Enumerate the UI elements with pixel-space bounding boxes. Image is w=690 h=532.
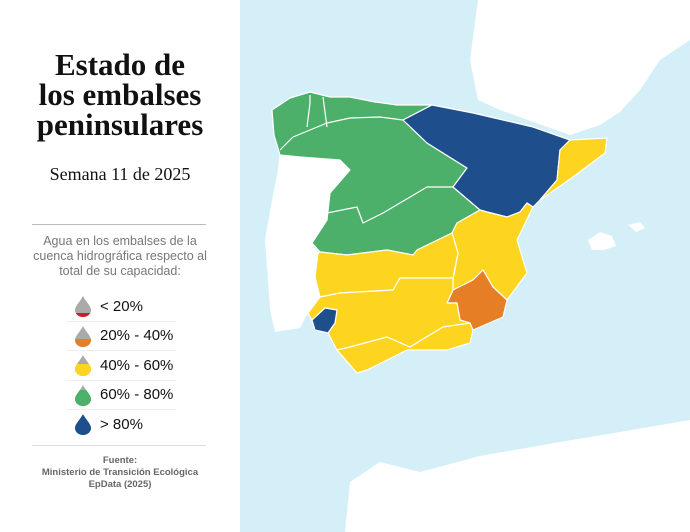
source-line: Ministerio de Transición Ecológica xyxy=(41,467,199,478)
page-title: Estado de los embalses peninsulares xyxy=(0,47,240,142)
water-drop-icon xyxy=(75,355,91,377)
balearic-islands xyxy=(588,232,616,250)
legend-item: 60% - 80% xyxy=(66,381,176,410)
basin-cataluna xyxy=(539,137,608,201)
legend-label: > 80% xyxy=(100,415,143,433)
africa-land xyxy=(345,420,690,532)
legend: < 20% 20% - 40% 40% - 60% 60% - 80% > 80… xyxy=(66,292,176,439)
water-drop-icon xyxy=(75,296,91,318)
title-line: los embalses xyxy=(38,77,202,112)
legend-item: 20% - 40% xyxy=(66,322,176,351)
info-panel: Estado de los embalses peninsulares Sema… xyxy=(0,0,240,532)
legend-description: Agua en los embalses de la cuenca hidrog… xyxy=(33,234,207,278)
water-drop-icon xyxy=(75,414,91,436)
source: Fuente: Ministerio de Transición Ecológi… xyxy=(0,455,240,491)
subtitle: Semana 11 de 2025 xyxy=(49,164,191,184)
source-label: Fuente: xyxy=(102,455,138,466)
title-line: Estado de xyxy=(54,47,186,82)
balearic-islands-2 xyxy=(628,222,645,232)
basin-mediterranea-andaluza xyxy=(336,322,474,374)
inner-basin-borders xyxy=(279,95,453,224)
france-land xyxy=(470,0,690,135)
divider xyxy=(32,224,206,225)
legend-label: 20% - 40% xyxy=(100,327,174,345)
legend-label: 60% - 80% xyxy=(100,386,174,404)
legend-label: 40% - 60% xyxy=(100,356,174,374)
legend-label: < 20% xyxy=(100,297,143,315)
legend-item: > 80% xyxy=(66,410,176,439)
title-line: peninsulares xyxy=(36,107,204,142)
legend-item: 40% - 60% xyxy=(66,351,176,381)
water-drop-icon xyxy=(75,325,91,347)
legend-item: < 20% xyxy=(66,292,176,322)
divider xyxy=(32,445,206,446)
source-line: EpData (2025) xyxy=(88,479,152,490)
water-drop-icon xyxy=(75,384,91,406)
portugal-land xyxy=(265,150,350,332)
basin-guadalete xyxy=(311,307,338,334)
